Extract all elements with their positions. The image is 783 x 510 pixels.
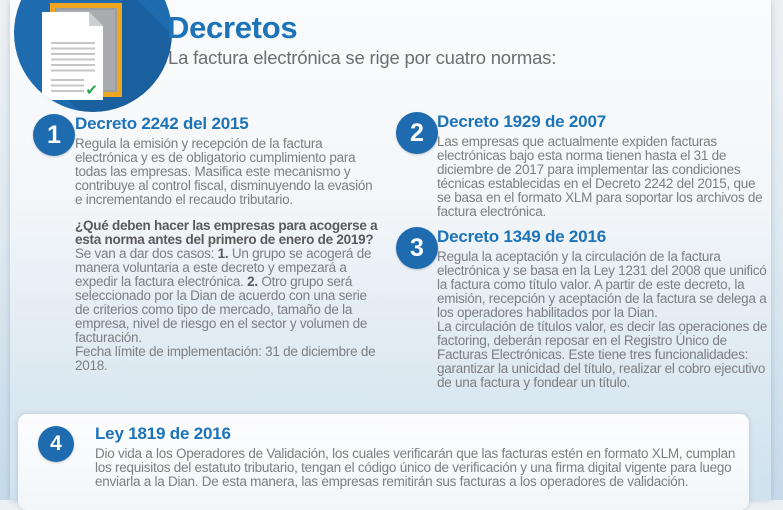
item-4-body: Dio vida a los Operadores de Validación,…: [95, 446, 736, 489]
document-text-lines: [51, 42, 95, 75]
item-3-title: Decreto 1349 de 2016: [437, 227, 606, 246]
item-2-number-badge: 2: [396, 112, 438, 154]
item-2-body: Las empresas que actualmente expiden fac…: [437, 134, 763, 219]
bottom-highlight-band: 4 Ley 1819 de 2016 Dio vida a los Operad…: [18, 414, 749, 510]
item-3-number-badge: 3: [396, 227, 438, 269]
infographic-panel: ✔ Decretos La factura electrónica se rig…: [10, 0, 771, 510]
item-1-body: Regula la emisión y recepción de la fact…: [75, 136, 378, 373]
check-icon: ✔: [85, 82, 98, 99]
page-subtitle: La factura electrónica se rige por cuatr…: [168, 47, 557, 68]
item-3-body: Regula la aceptación y la circulación de…: [437, 249, 768, 390]
decree-item-1: 1 Decreto 2242 del 2015 Regula la emisió…: [33, 114, 381, 373]
item-4-number-badge: 4: [38, 426, 74, 462]
item-4-title: Ley 1819 de 2016: [95, 424, 231, 443]
item-2-title: Decreto 1929 de 2007: [437, 112, 606, 131]
front-document-shape: ✔: [42, 12, 103, 100]
page-title: Decretos: [167, 10, 298, 45]
document-text-lines: [51, 79, 84, 92]
decree-item-4: 4 Ley 1819 de 2016 Dio vida a los Operad…: [38, 424, 738, 489]
document-check-icon: ✔: [14, 0, 172, 112]
item-1-title: Decreto 2242 del 2015: [75, 114, 249, 133]
decree-item-2: 2 Decreto 1929 de 2007 Las empresas que …: [396, 112, 770, 219]
decree-item-3: 3 Decreto 1349 de 2016 Regula la aceptac…: [396, 227, 770, 390]
item-1-number-badge: 1: [33, 114, 75, 156]
